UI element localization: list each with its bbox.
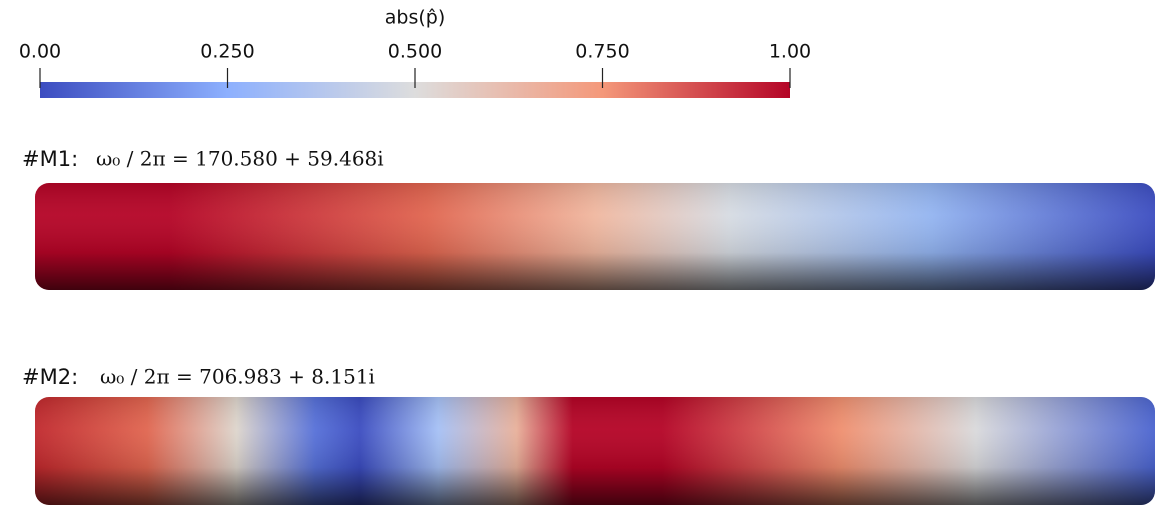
mode-label: #M2: xyxy=(22,365,78,389)
tube-shading xyxy=(35,183,1155,290)
figure: abs(p̂) 0.00 0.250 0.500 0.750 1.00 #M1: ω₀ … xyxy=(0,0,1167,509)
tick-label: 0.750 xyxy=(575,41,629,63)
colorbar-ticks: 0.00 0.250 0.500 0.750 1.00 xyxy=(19,41,811,89)
tick-label: 0.250 xyxy=(200,41,254,63)
tick-label: 0.500 xyxy=(388,41,442,63)
tick-label: 0.00 xyxy=(19,41,61,63)
mode-expression: ω₀ / 2π = 706.983 + 8.151i xyxy=(100,365,375,389)
tube-shading xyxy=(35,397,1155,505)
colorbar-title: abs(p̂) xyxy=(385,7,446,29)
tick-label: 1.00 xyxy=(769,41,811,63)
mode-expression: ω₀ / 2π = 170.580 + 59.468i xyxy=(96,147,384,171)
mode-label: #M1: xyxy=(22,147,78,171)
